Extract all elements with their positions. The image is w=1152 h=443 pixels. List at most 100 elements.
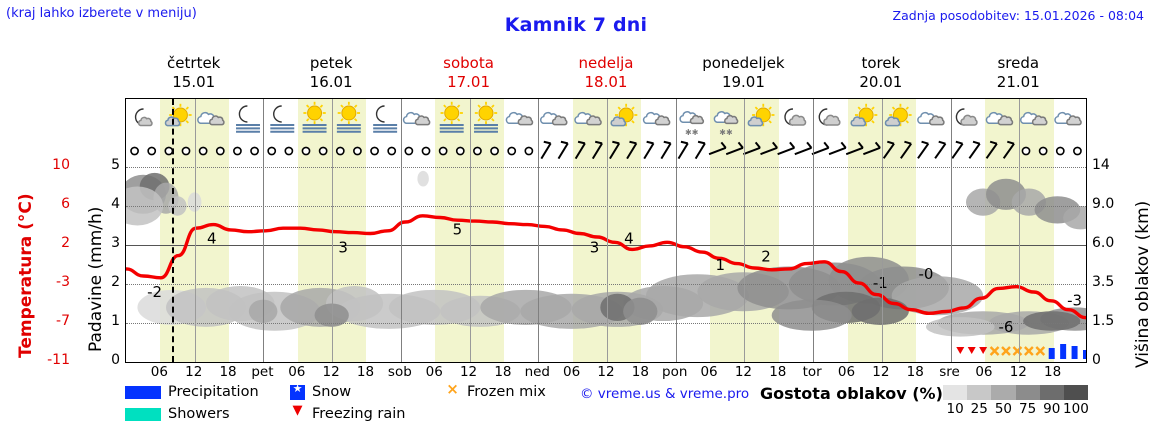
calm-wind-icon xyxy=(198,146,208,156)
legend-precipitation-label: Precipitation xyxy=(168,384,259,400)
moon-cloud-icon xyxy=(784,108,807,126)
temperature-line xyxy=(126,216,1086,318)
legend-showers-label: Showers xyxy=(168,406,230,422)
sun-cloud-icon xyxy=(747,103,775,127)
colorbar-step-75 xyxy=(1015,385,1040,400)
cloud-blob xyxy=(248,299,278,323)
frozen-mix-marker xyxy=(991,347,999,355)
calm-wind-icon xyxy=(1038,146,1048,156)
cloud-blob xyxy=(891,276,984,316)
x-tick-14: 18 xyxy=(631,364,649,380)
wind-barb-icon xyxy=(811,141,830,156)
tticks-2: 2 xyxy=(61,235,70,251)
temperature-value-label: 4 xyxy=(624,230,634,248)
calm-wind-icon xyxy=(318,146,328,156)
legend-snow: ★ Snow xyxy=(290,382,351,400)
wind-barb-icon xyxy=(557,140,569,160)
colorbar-step-100 xyxy=(1063,385,1089,400)
x-tick-5: 12 xyxy=(322,364,340,380)
freezing-rain-icon: ▼ xyxy=(292,402,303,418)
wind-barb-icon xyxy=(882,140,895,159)
moon-rain-icon xyxy=(270,105,295,133)
legend-freezing-rain: ▼ Freezing rain xyxy=(290,402,406,423)
gridline-0 xyxy=(126,167,1086,168)
cloud-density-title: Gostota oblakov (%) xyxy=(760,384,943,403)
colorbar-label-10: 10 xyxy=(946,401,964,417)
wind-barb-icon xyxy=(845,141,864,156)
x-tick-16: 06 xyxy=(700,364,718,380)
calm-wind-icon xyxy=(1073,146,1082,156)
x-tick-1: 12 xyxy=(185,364,203,380)
day-name: ponedeljek xyxy=(702,54,785,72)
day-header-6: torek 20.01 xyxy=(812,54,949,92)
horizontal-gridlines xyxy=(126,167,1086,362)
colorbar-label-100: 100 xyxy=(1063,401,1089,417)
frozen-mix-marker xyxy=(1025,347,1033,355)
copyright-link[interactable]: © vreme.us & vreme.pro xyxy=(580,386,750,402)
temperature-value-label: 5 xyxy=(453,221,463,239)
calm-wind-icon xyxy=(267,146,277,156)
cloud-icon xyxy=(642,111,671,126)
calm-wind-icon xyxy=(284,146,294,156)
calm-wind-icon xyxy=(1055,146,1065,156)
moon-rain-icon xyxy=(373,105,398,133)
cloud-icon xyxy=(402,111,431,126)
wind-barb-icon xyxy=(643,140,655,160)
cloud-snow-icon: ✱✱ xyxy=(679,111,705,137)
legend-frozen-mix: × Frozen mix xyxy=(445,380,546,401)
day-header-2: petek 16.01 xyxy=(262,54,399,92)
gridline-4 xyxy=(126,323,1086,324)
wind-barb-icon xyxy=(777,141,796,156)
sun-rain-icon xyxy=(474,101,498,133)
x-tick-9: 12 xyxy=(459,364,478,380)
x-tick-21: 12 xyxy=(872,364,890,380)
x-tick-0: 06 xyxy=(150,364,168,380)
pticks-1: 4 xyxy=(111,196,120,212)
cloud-blob xyxy=(1023,311,1081,331)
freezing-rain-marker xyxy=(967,347,976,354)
wind-barb-icon xyxy=(863,141,881,156)
frozen-mix-marker xyxy=(1036,347,1044,355)
x-tick-2: 18 xyxy=(219,364,237,380)
hticks-2: 6.0 xyxy=(1092,235,1115,251)
cloud-icon xyxy=(1054,111,1082,126)
calm-wind-icon xyxy=(301,146,311,156)
day-date: 19.01 xyxy=(721,73,765,91)
snow-icon: ★ xyxy=(290,382,305,400)
x-axis-tick-labels: 06 12 18 pet 06 12 18 sob 06 12 18 ned 06 12 18 pon 06 12… xyxy=(125,364,1087,382)
wind-barb-icon xyxy=(917,140,930,159)
moon-cloud-icon xyxy=(955,108,978,126)
wind-barb-icon xyxy=(794,141,813,156)
x-tick-15: pon xyxy=(662,364,688,380)
precipitation-swatch xyxy=(125,385,161,399)
temperature-value-label: -0 xyxy=(919,265,934,283)
calm-wind-icon xyxy=(507,146,517,156)
calm-wind-icon xyxy=(147,146,157,156)
temperature-value-label: 3 xyxy=(338,238,348,256)
colorbar-step-25 xyxy=(967,385,992,400)
wind-barb-icon xyxy=(828,141,847,156)
precipitation-markers xyxy=(956,344,1086,359)
x-tick-24: 06 xyxy=(975,364,993,380)
wind-barb-icon xyxy=(694,140,706,160)
hticks-1: 9.0 xyxy=(1092,196,1115,212)
colorbar-label-25: 25 xyxy=(970,401,988,417)
calm-wind-icon xyxy=(250,146,259,156)
cloud-icon xyxy=(1020,111,1048,126)
moon-cloud-icon xyxy=(818,108,841,126)
x-tick-4: 06 xyxy=(288,364,306,380)
x-tick-25: 12 xyxy=(1009,364,1027,380)
day-date: 20.01 xyxy=(859,73,903,91)
day-date: 16.01 xyxy=(309,73,353,91)
temperature-value-label: -6 xyxy=(999,318,1014,336)
x-tick-10: 18 xyxy=(494,364,512,380)
cloud-icon xyxy=(985,111,1014,126)
day-name: petek xyxy=(309,54,353,72)
cloud-blob xyxy=(417,170,429,187)
wind-barb-icon xyxy=(1002,140,1015,159)
calm-wind-icon xyxy=(473,146,482,156)
wind-barb-icon xyxy=(900,140,912,159)
frozen-mix-marker xyxy=(1013,347,1021,355)
